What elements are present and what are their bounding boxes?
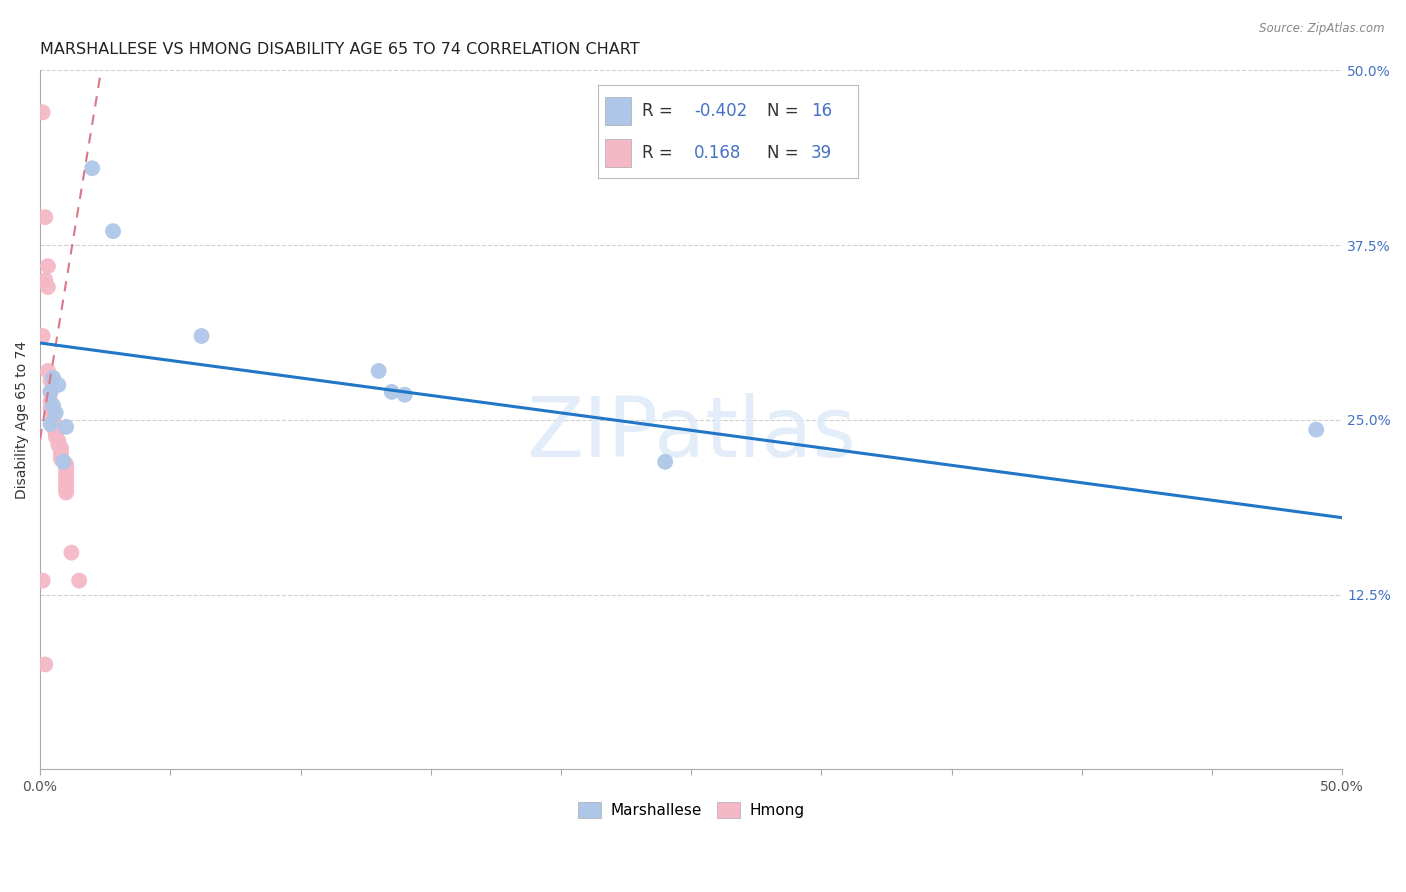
Point <box>60 546 83 560</box>
Bar <box>606 139 631 167</box>
Text: R =: R = <box>641 102 672 120</box>
Point <box>55 463 77 477</box>
Point <box>42 420 65 434</box>
Point <box>46 434 69 448</box>
Point <box>45 430 67 444</box>
Point <box>37 280 59 294</box>
Point <box>42 371 65 385</box>
Point <box>190 329 212 343</box>
Point <box>394 387 416 401</box>
Point <box>1305 423 1327 437</box>
Point <box>55 472 77 486</box>
Point <box>34 657 56 672</box>
Text: 0.168: 0.168 <box>693 145 741 162</box>
Point <box>55 466 77 480</box>
Point <box>34 273 56 287</box>
Point <box>49 448 72 462</box>
Point <box>39 374 62 388</box>
Point <box>39 384 62 399</box>
Point <box>39 394 62 409</box>
Point <box>42 416 65 430</box>
Point <box>367 364 389 378</box>
Point <box>39 401 62 416</box>
Point <box>45 424 67 438</box>
Point <box>52 455 75 469</box>
Point <box>45 406 67 420</box>
Point <box>39 417 62 431</box>
Point <box>31 574 53 588</box>
Bar <box>606 97 631 125</box>
Point <box>46 378 69 392</box>
Text: ZIPatlas: ZIPatlas <box>526 393 856 475</box>
Legend: Marshallese, Hmong: Marshallese, Hmong <box>572 797 810 824</box>
Point <box>55 485 77 500</box>
Text: R =: R = <box>641 145 672 162</box>
Point <box>55 458 77 472</box>
Text: MARSHALLESE VS HMONG DISABILITY AGE 65 TO 74 CORRELATION CHART: MARSHALLESE VS HMONG DISABILITY AGE 65 T… <box>41 42 640 57</box>
Point <box>42 413 65 427</box>
Text: 39: 39 <box>811 145 832 162</box>
Point <box>67 574 90 588</box>
Point <box>101 224 124 238</box>
Point <box>55 420 77 434</box>
Point <box>49 441 72 455</box>
Point <box>42 406 65 420</box>
Point <box>49 452 72 467</box>
Point <box>55 480 77 494</box>
Text: N =: N = <box>766 102 799 120</box>
Point <box>49 443 72 458</box>
Point <box>46 438 69 452</box>
Point <box>654 455 676 469</box>
Point <box>42 399 65 413</box>
Point <box>39 384 62 399</box>
Text: 16: 16 <box>811 102 832 120</box>
Point <box>55 468 77 483</box>
Text: N =: N = <box>766 145 799 162</box>
Point <box>381 384 404 399</box>
Point <box>82 161 104 176</box>
Point <box>55 477 77 491</box>
Point <box>52 455 75 469</box>
Text: -0.402: -0.402 <box>693 102 747 120</box>
Point <box>37 364 59 378</box>
Point <box>55 475 77 489</box>
Text: Source: ZipAtlas.com: Source: ZipAtlas.com <box>1260 22 1385 36</box>
Point <box>31 105 53 120</box>
Point <box>55 460 77 475</box>
Y-axis label: Disability Age 65 to 74: Disability Age 65 to 74 <box>15 341 30 499</box>
Point <box>45 426 67 441</box>
Point <box>34 210 56 224</box>
Point <box>42 409 65 423</box>
Point <box>55 483 77 497</box>
Point <box>37 259 59 273</box>
Point <box>31 329 53 343</box>
